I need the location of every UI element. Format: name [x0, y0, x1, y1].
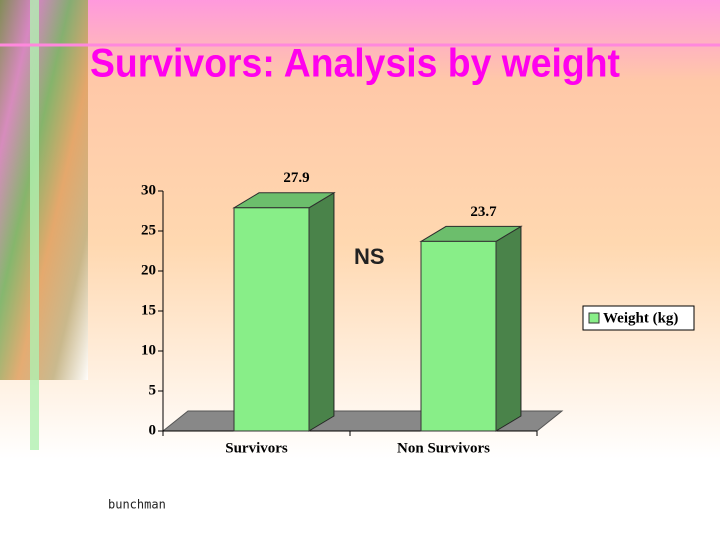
bar-side-shade [309, 192, 334, 431]
title: Survivors: Analysis by weight [90, 42, 620, 86]
y-tick-label: 10 [141, 342, 156, 358]
bar-top-shade [234, 192, 334, 208]
y-tick-label: 0 [149, 422, 157, 438]
y-tick-label: 15 [141, 302, 156, 318]
x-tick-label: Survivors [225, 440, 288, 456]
bar-side-shade [496, 226, 521, 431]
legend-box [582, 305, 695, 331]
decor-bar [30, 0, 39, 450]
y-tick-label: 20 [141, 262, 156, 278]
annotation: NS [354, 244, 385, 269]
bar-top-shade [421, 226, 521, 242]
data-label: 27.9 [283, 170, 309, 186]
bar [233, 207, 310, 432]
y-tick-label: 30 [141, 182, 156, 198]
legend-label: Weight (kg) [603, 310, 678, 326]
decor-strip [0, 0, 88, 380]
data-label: 23.7 [470, 204, 497, 220]
x-tick-label: Non Survivors [397, 440, 490, 456]
legend-swatch [588, 312, 600, 324]
y-tick-label: 5 [149, 382, 157, 398]
bar [420, 240, 497, 432]
footer: bunchman [108, 498, 166, 512]
y-tick-label: 25 [141, 222, 156, 238]
